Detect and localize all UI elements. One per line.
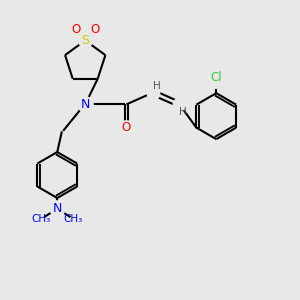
Text: O: O	[122, 122, 131, 134]
Text: CH₃: CH₃	[32, 214, 51, 224]
Text: S: S	[81, 34, 89, 47]
Text: N: N	[52, 202, 62, 215]
Text: CH₃: CH₃	[64, 214, 83, 224]
Text: H: H	[179, 107, 187, 117]
Text: N: N	[80, 98, 90, 111]
Text: O: O	[90, 23, 99, 36]
Text: O: O	[71, 23, 80, 36]
Text: Cl: Cl	[210, 71, 222, 84]
Text: H: H	[153, 81, 160, 91]
